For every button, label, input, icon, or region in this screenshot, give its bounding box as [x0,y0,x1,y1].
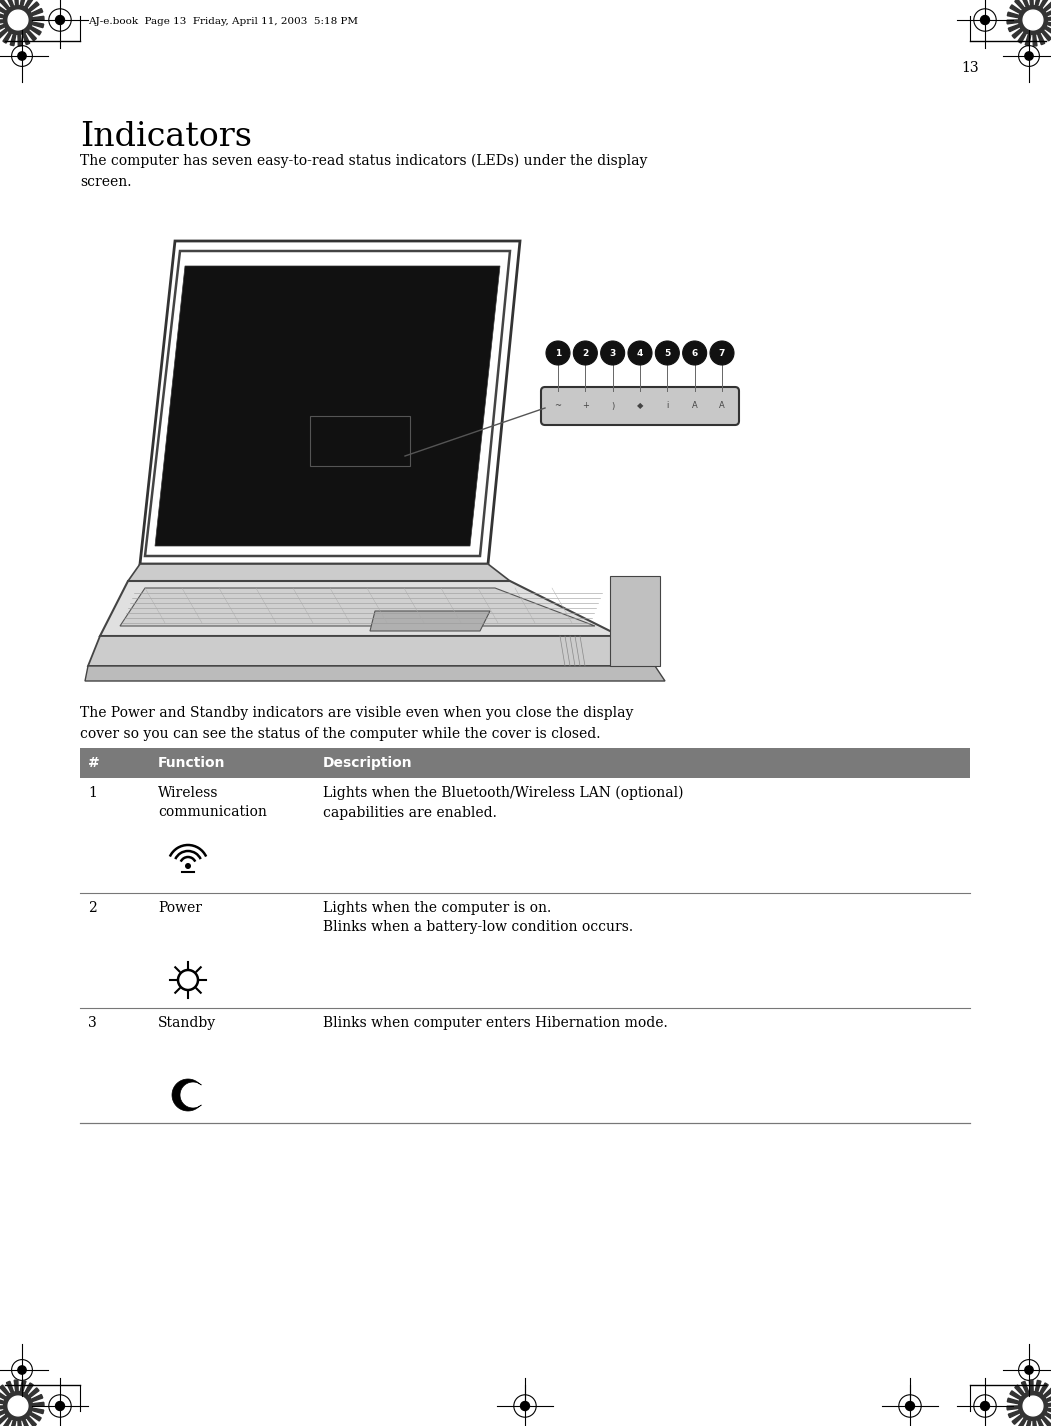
Polygon shape [1007,0,1051,46]
Text: 5: 5 [664,348,671,358]
Polygon shape [370,610,490,630]
Text: Description: Description [323,756,413,770]
Text: ◆: ◆ [637,402,643,411]
Text: 4: 4 [637,348,643,358]
Circle shape [56,16,64,24]
Text: 1: 1 [555,348,561,358]
Circle shape [56,1402,64,1410]
Text: +: + [582,402,589,411]
Text: Function: Function [158,756,226,770]
Polygon shape [172,1079,202,1111]
Polygon shape [0,1380,44,1426]
Text: 13: 13 [962,61,978,76]
Text: 7: 7 [719,348,725,358]
Text: Blinks when computer enters Hibernation mode.: Blinks when computer enters Hibernation … [323,1015,667,1030]
Bar [80,749,970,779]
Text: 6: 6 [692,348,698,358]
Polygon shape [85,666,665,682]
Text: i: i [666,402,668,411]
Circle shape [185,863,191,868]
Text: Standby: Standby [158,1015,217,1030]
Circle shape [601,341,624,365]
Text: Indicators: Indicators [80,121,252,153]
Text: AJ-e.book  Page 13  Friday, April 11, 2003  5:18 PM: AJ-e.book Page 13 Friday, April 11, 2003… [88,17,358,27]
Text: The Power and Standby indicators are visible even when you close the display
cov: The Power and Standby indicators are vis… [80,706,634,740]
Circle shape [710,341,734,365]
Circle shape [906,1402,914,1410]
Text: #: # [88,756,100,770]
Circle shape [547,341,570,365]
Circle shape [520,1402,530,1410]
Text: Wireless
communication: Wireless communication [158,786,267,820]
Circle shape [981,1402,989,1410]
Text: The computer has seven easy-to-read status indicators (LEDs) under the display
s: The computer has seven easy-to-read stat… [80,154,647,190]
Text: 2: 2 [582,348,589,358]
Polygon shape [0,0,44,46]
Text: A: A [692,402,698,411]
Text: 1: 1 [88,786,97,800]
Text: Lights when the Bluetooth/Wireless LAN (optional)
capabilities are enabled.: Lights when the Bluetooth/Wireless LAN (… [323,786,683,820]
Text: Lights when the computer is on.
Blinks when a battery-low condition occurs.: Lights when the computer is on. Blinks w… [323,901,633,934]
Polygon shape [120,588,595,626]
Polygon shape [610,576,660,666]
Circle shape [574,341,597,365]
FancyBboxPatch shape [541,386,739,425]
Circle shape [18,51,26,60]
Circle shape [628,341,652,365]
Circle shape [1025,51,1033,60]
Text: ~: ~ [555,402,561,411]
Text: ): ) [611,402,614,411]
Text: 3: 3 [88,1015,97,1030]
Circle shape [18,1366,26,1375]
Text: A: A [719,402,725,411]
Circle shape [1023,10,1043,30]
Circle shape [981,16,989,24]
Polygon shape [154,267,500,546]
Circle shape [1025,1366,1033,1375]
Text: 3: 3 [610,348,616,358]
Text: 2: 2 [88,901,97,915]
Polygon shape [100,580,620,636]
Text: Power: Power [158,901,202,915]
Circle shape [1023,1396,1043,1416]
Circle shape [8,10,28,30]
Polygon shape [88,636,655,666]
Circle shape [683,341,706,365]
Polygon shape [1007,1380,1051,1426]
Circle shape [656,341,679,365]
Polygon shape [128,565,510,580]
Circle shape [8,1396,28,1416]
